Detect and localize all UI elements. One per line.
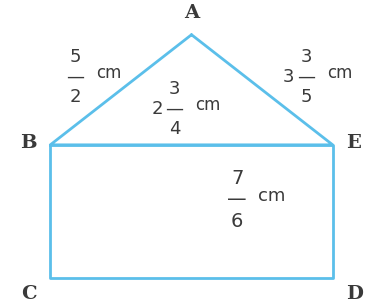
Text: —: — bbox=[66, 68, 84, 86]
Text: cm: cm bbox=[327, 65, 352, 82]
Text: 3: 3 bbox=[300, 48, 312, 66]
Text: 2: 2 bbox=[151, 100, 163, 118]
Text: 2: 2 bbox=[69, 88, 81, 106]
Text: C: C bbox=[21, 285, 37, 304]
Text: 4: 4 bbox=[169, 120, 180, 138]
Text: —: — bbox=[297, 68, 315, 86]
Text: A: A bbox=[184, 4, 199, 22]
Text: 5: 5 bbox=[69, 48, 81, 66]
Text: B: B bbox=[20, 134, 37, 152]
Text: 7: 7 bbox=[231, 169, 244, 188]
Text: —: — bbox=[165, 100, 183, 118]
Text: cm: cm bbox=[195, 96, 221, 114]
Text: —: — bbox=[228, 190, 247, 209]
Text: 3: 3 bbox=[283, 68, 295, 86]
Text: cm: cm bbox=[96, 65, 121, 82]
Text: E: E bbox=[346, 134, 361, 152]
Text: 6: 6 bbox=[231, 211, 244, 230]
Text: cm: cm bbox=[258, 188, 286, 205]
Text: 3: 3 bbox=[169, 80, 180, 98]
Text: D: D bbox=[346, 285, 363, 304]
Text: 5: 5 bbox=[300, 88, 312, 106]
